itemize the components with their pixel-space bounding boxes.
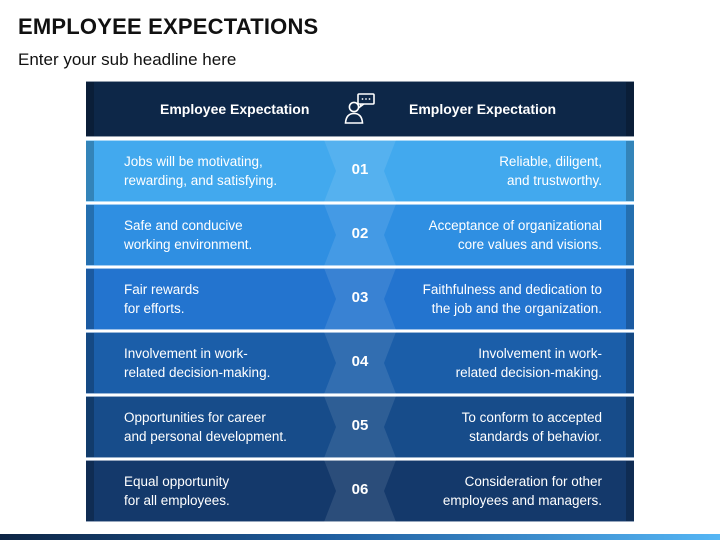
row-edge-right (626, 333, 634, 393)
row-edge-right (626, 82, 634, 136)
row-edge-left (86, 82, 94, 136)
row-number: 03 (351, 289, 369, 306)
employee-expectation: Safe and conducive working environment. (124, 218, 253, 252)
employer-expectation: Faithfulness and dedication to the job a… (422, 282, 602, 316)
table-row: Involvement in work- related decision-ma… (86, 332, 634, 394)
table-row: Jobs will be motivating, rewarding, and … (86, 140, 634, 202)
employer-expectation: To conform to accepted standards of beha… (461, 410, 602, 444)
employee-expectation: Jobs will be motivating, rewarding, and … (124, 154, 278, 188)
header-row: Employee Expectation Employer Expectatio… (86, 81, 634, 137)
row-edge-right (626, 269, 634, 329)
employer-expectation: Reliable, diligent, and trustworthy. (499, 154, 602, 188)
table-row: Equal opportunity for all employees. Con… (86, 460, 634, 522)
row-edge-right (626, 141, 634, 201)
table-row: Safe and conducive working environment. … (86, 204, 634, 266)
row-number: 06 (351, 481, 369, 498)
employer-expectation: Consideration for other employees and ma… (442, 474, 602, 508)
page-subtitle: Enter your sub headline here (18, 50, 237, 69)
person-chat-icon (344, 93, 375, 124)
bottom-accent-bar (0, 534, 720, 540)
employee-expectation: Equal opportunity for all employees. (124, 474, 230, 508)
row-edge-left (86, 461, 94, 521)
employer-expectation: Involvement in work- related decision-ma… (455, 346, 602, 380)
row-number: 04 (351, 353, 369, 370)
row-edge-left (86, 205, 94, 265)
row-edge-left (86, 397, 94, 457)
row-edge-right (626, 461, 634, 521)
employer-expectation: Acceptance of organizational core values… (428, 218, 602, 252)
row-edge-left (86, 269, 94, 329)
header-employee: Employee Expectation (160, 100, 310, 117)
page-title: EMPLOYEE EXPECTATIONS (18, 14, 319, 39)
row-number: 02 (351, 225, 369, 242)
header-employer: Employer Expectation (409, 100, 557, 117)
row-number: 01 (351, 161, 369, 178)
expectations-table: Employee Expectation Employer Expectatio… (86, 81, 634, 523)
table-row: Opportunities for career and personal de… (86, 396, 634, 458)
employee-expectation: Involvement in work- related decision-ma… (124, 346, 271, 380)
employee-expectation: Opportunities for career and personal de… (124, 410, 287, 444)
table-row: Fair rewards for efforts. Faithfulness a… (86, 268, 634, 330)
row-edge-left (86, 333, 94, 393)
row-number: 05 (351, 417, 369, 434)
row-edge-right (626, 205, 634, 265)
employee-expectation: Fair rewards for efforts. (124, 282, 200, 316)
row-edge-right (626, 397, 634, 457)
row-edge-left (86, 141, 94, 201)
